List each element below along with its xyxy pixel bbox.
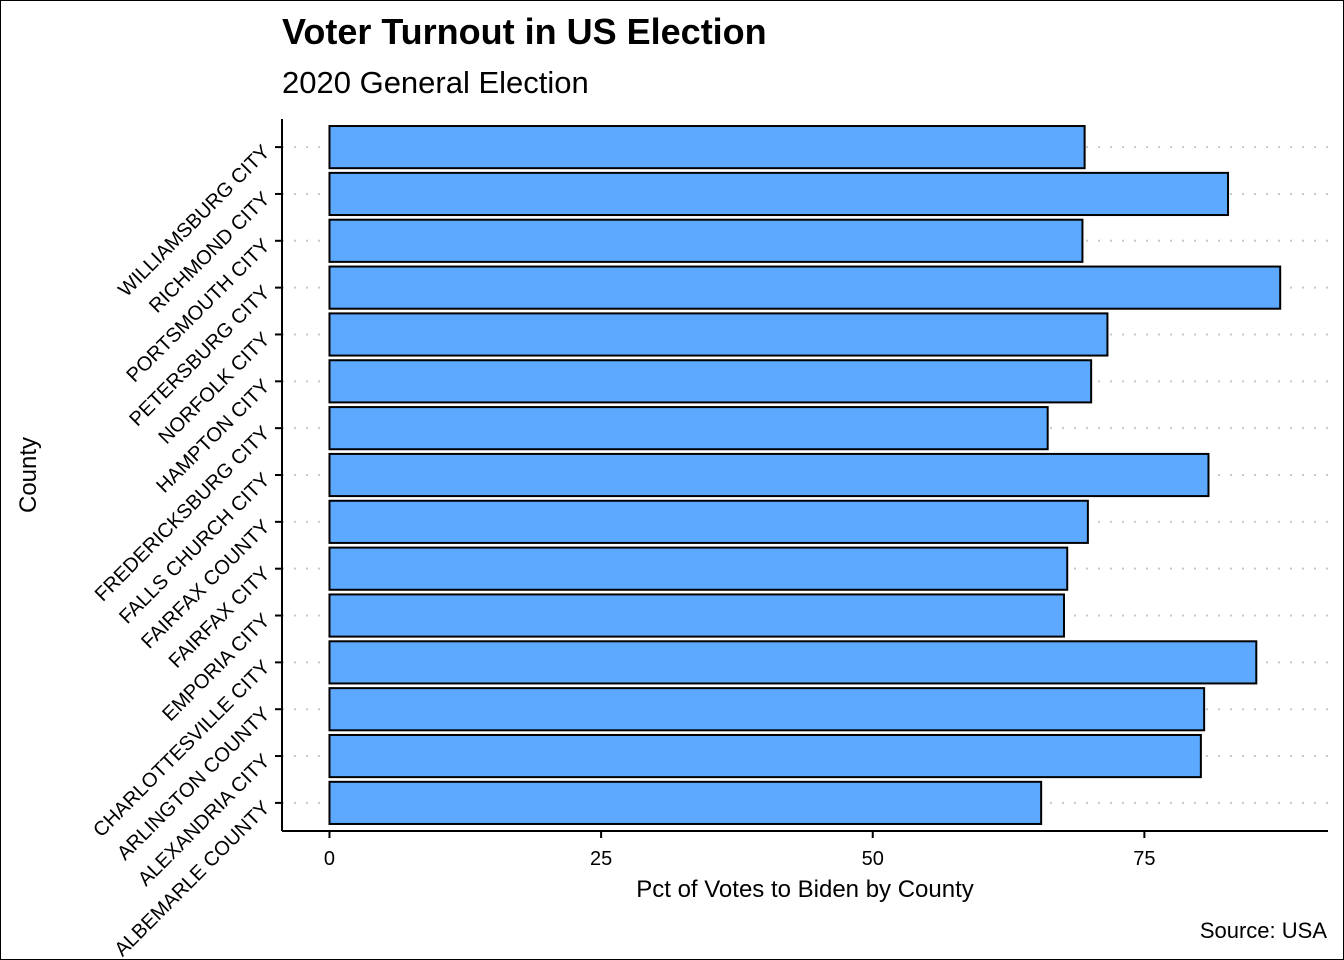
bar <box>328 780 1043 825</box>
bar <box>328 171 1230 217</box>
x-axis-title: Pct of Votes to Biden by County <box>636 876 974 903</box>
bar <box>328 125 1086 170</box>
bar <box>328 218 1084 263</box>
bar <box>328 452 1210 498</box>
y-axis-title: County <box>15 437 42 513</box>
bar <box>328 312 1109 357</box>
bar <box>328 546 1069 591</box>
x-tick-label: 0 <box>324 848 335 870</box>
x-tick-label: 75 <box>1133 848 1155 870</box>
x-tick-label: 25 <box>590 848 612 870</box>
bar <box>328 687 1206 732</box>
bar <box>328 593 1065 638</box>
bar <box>328 406 1049 451</box>
chart-caption: Source: USA <box>1200 918 1327 943</box>
bars <box>328 125 1282 825</box>
bar <box>328 733 1202 779</box>
x-tick-label: 50 <box>862 848 884 870</box>
chart-title: Voter Turnout in US Election <box>282 11 767 52</box>
bar <box>328 359 1093 404</box>
chart-subtitle: 2020 General Election <box>282 65 589 100</box>
bar <box>328 640 1258 685</box>
x-ticks: 0 25 50 75 <box>324 831 1156 870</box>
bar <box>328 499 1089 544</box>
bar <box>328 265 1282 310</box>
